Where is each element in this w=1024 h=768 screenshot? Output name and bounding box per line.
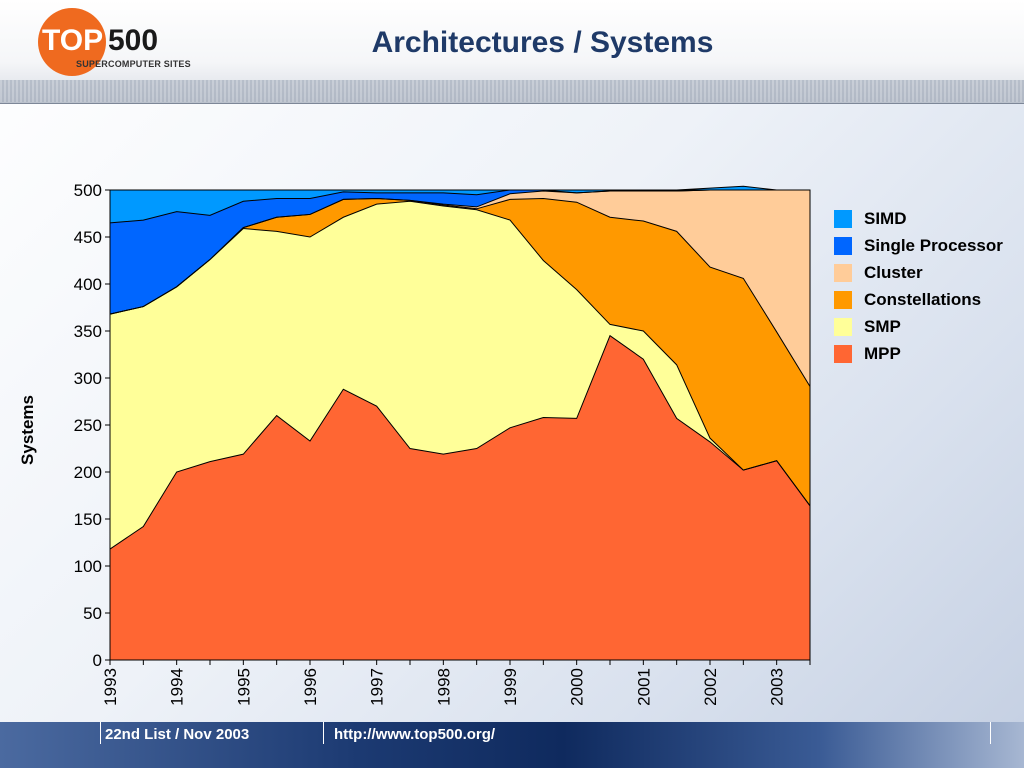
legend-item: Single Processor xyxy=(834,232,1022,259)
legend-item: SMP xyxy=(834,313,1022,340)
legend-item: Constellations xyxy=(834,286,1022,313)
legend-swatch xyxy=(834,344,852,363)
legend-label: SIMD xyxy=(864,208,907,228)
y-tick-label: 50 xyxy=(83,604,102,623)
legend-label: Constellations xyxy=(864,289,982,309)
footer-divider xyxy=(990,722,991,744)
legend-swatch xyxy=(834,317,852,336)
footer-divider xyxy=(100,722,101,744)
x-tick-label: 2001 xyxy=(634,668,653,706)
footer-url[interactable]: http://www.top500.org/ xyxy=(334,726,496,743)
x-tick-label: 1996 xyxy=(301,668,320,706)
legend-swatch xyxy=(834,209,852,228)
legend-label: Single Processor xyxy=(864,235,1003,255)
area-cluster xyxy=(110,190,810,387)
y-tick-label: 350 xyxy=(74,322,102,341)
x-tick-label: 1994 xyxy=(168,668,187,706)
x-tick-label: 1997 xyxy=(368,668,387,706)
x-tick-label: 2003 xyxy=(768,668,787,706)
logo-circle xyxy=(38,8,106,76)
header-stripe xyxy=(0,80,1024,102)
legend-swatch xyxy=(834,290,852,309)
y-tick-label: 150 xyxy=(74,510,102,529)
y-tick-label: 500 xyxy=(74,181,102,200)
logo-subtitle: SUPERCOMPUTER SITES xyxy=(76,59,191,69)
logo-brand-top: TOP xyxy=(42,24,104,57)
area-smp xyxy=(110,201,810,550)
legend-item: MPP xyxy=(834,340,1022,367)
area-mpp xyxy=(110,335,810,660)
x-tick-label: 1993 xyxy=(101,668,120,706)
y-tick-label: 100 xyxy=(74,557,102,576)
area-simd xyxy=(110,186,810,223)
slide-title: Architectures / Systems xyxy=(371,26,714,59)
y-axis: 0 50 100 150 200 250 300 350 400 450 500 xyxy=(74,181,110,670)
x-tick-label: 1998 xyxy=(434,668,453,706)
legend: SIMD Single Processor Cluster Constellation… xyxy=(834,205,1022,367)
y-tick-label: 400 xyxy=(74,275,102,294)
x-axis: 1993 1994 1995 1996 1997 1998 1999 2000 2001 2002… xyxy=(101,660,811,706)
y-tick-label: 450 xyxy=(74,228,102,247)
x-tick-label: 2002 xyxy=(701,668,720,706)
legend-label: Cluster xyxy=(864,262,923,282)
footer: 22nd List / Nov 2003 http://www.top500.o… xyxy=(0,722,1024,768)
legend-label: SMP xyxy=(864,316,901,336)
x-tick-label: 1995 xyxy=(234,668,253,706)
legend-swatch xyxy=(834,263,852,282)
legend-label: MPP xyxy=(864,343,901,363)
header: TOP 500 SUPERCOMPUTER SITES Architecture… xyxy=(0,0,1024,104)
footer-divider xyxy=(323,722,324,744)
y-tick-label: 0 xyxy=(93,651,102,670)
y-tick-label: 200 xyxy=(74,463,102,482)
y-tick-label: 250 xyxy=(74,416,102,435)
plot-areas xyxy=(110,186,810,660)
legend-item: Cluster xyxy=(834,259,1022,286)
y-tick-label: 300 xyxy=(74,369,102,388)
logo-brand-500: 500 xyxy=(108,24,159,57)
footer-list-label: 22nd List / Nov 2003 xyxy=(105,726,250,743)
area-constellations xyxy=(110,198,810,506)
legend-item: SIMD xyxy=(834,205,1022,232)
y-axis-label: Systems xyxy=(18,395,37,465)
top500-logo: TOP 500 SUPERCOMPUTER SITES xyxy=(38,8,198,76)
legend-swatch xyxy=(834,236,852,255)
x-tick-label: 2000 xyxy=(568,668,587,706)
x-tick-label: 1999 xyxy=(501,668,520,706)
boundary-mpp xyxy=(109,334,811,550)
